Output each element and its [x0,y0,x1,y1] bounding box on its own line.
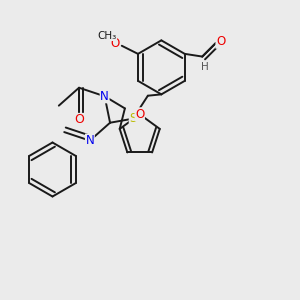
Text: N: N [85,134,94,147]
Text: O: O [74,113,84,127]
Text: O: O [135,108,144,121]
Text: S: S [129,112,137,125]
Text: H: H [201,62,209,72]
Text: O: O [216,35,225,48]
Text: CH₃: CH₃ [97,31,116,40]
Text: O: O [110,37,120,50]
Text: N: N [100,90,109,103]
